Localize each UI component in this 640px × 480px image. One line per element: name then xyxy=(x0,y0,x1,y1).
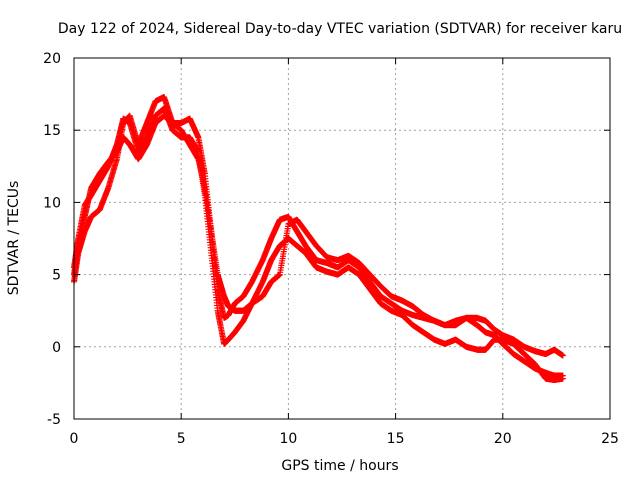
axis-ticks: 0 5 10 15 20 25 -5 0 5 10 15 20 xyxy=(43,51,619,447)
data-point xyxy=(559,375,566,382)
series-track-c xyxy=(71,112,566,359)
x-tick-label: 15 xyxy=(387,431,405,447)
y-axis-label: SDTVAR / TECUs xyxy=(6,181,22,296)
data-marks xyxy=(71,93,566,384)
chart-title: Day 122 of 2024, Sidereal Day-to-day VTE… xyxy=(58,21,622,37)
x-tick-label: 0 xyxy=(70,431,79,447)
x-axis-label: GPS time / hours xyxy=(281,458,398,474)
y-tick-label: 10 xyxy=(43,195,61,211)
x-tick-label: 20 xyxy=(494,431,512,447)
y-tick-label: 15 xyxy=(43,123,61,139)
x-tick-label: 25 xyxy=(601,431,619,447)
x-tick-label: 5 xyxy=(177,431,186,447)
y-tick-label: 0 xyxy=(52,340,61,356)
x-tick-label: 10 xyxy=(279,431,297,447)
y-tick-label: -5 xyxy=(47,412,61,428)
y-tick-label: 20 xyxy=(43,51,61,67)
y-tick-label: 5 xyxy=(52,268,61,284)
